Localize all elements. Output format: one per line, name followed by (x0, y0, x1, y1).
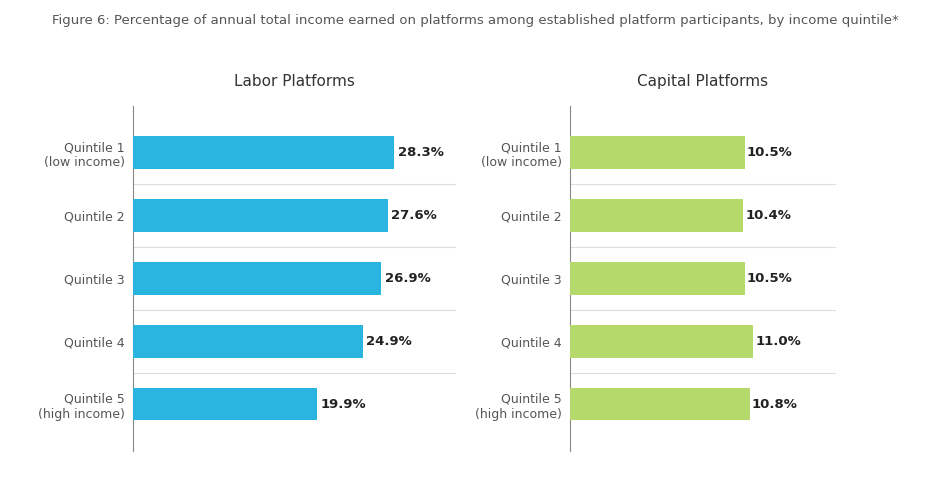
Bar (133, 199, 388, 232)
Bar (570, 136, 745, 169)
Text: 28.3%: 28.3% (398, 146, 444, 159)
Text: 10.8%: 10.8% (752, 397, 798, 410)
Title: Capital Platforms: Capital Platforms (637, 74, 769, 89)
Text: 10.5%: 10.5% (747, 146, 793, 159)
Bar (133, 136, 394, 169)
Bar (570, 388, 750, 420)
Text: 10.4%: 10.4% (746, 209, 791, 222)
Bar (133, 262, 381, 295)
Bar (570, 199, 743, 232)
Bar (570, 262, 745, 295)
Bar (570, 325, 752, 358)
Text: 27.6%: 27.6% (391, 209, 437, 222)
Text: 19.9%: 19.9% (320, 397, 366, 410)
Text: 10.5%: 10.5% (747, 272, 793, 285)
Text: 24.9%: 24.9% (367, 335, 412, 348)
Bar (133, 325, 363, 358)
Text: 11.0%: 11.0% (755, 335, 801, 348)
Title: Labor Platforms: Labor Platforms (234, 74, 355, 89)
Bar (133, 388, 316, 420)
Text: 26.9%: 26.9% (385, 272, 430, 285)
Text: Figure 6: Percentage of annual total income earned on platforms among establishe: Figure 6: Percentage of annual total inc… (51, 14, 899, 27)
